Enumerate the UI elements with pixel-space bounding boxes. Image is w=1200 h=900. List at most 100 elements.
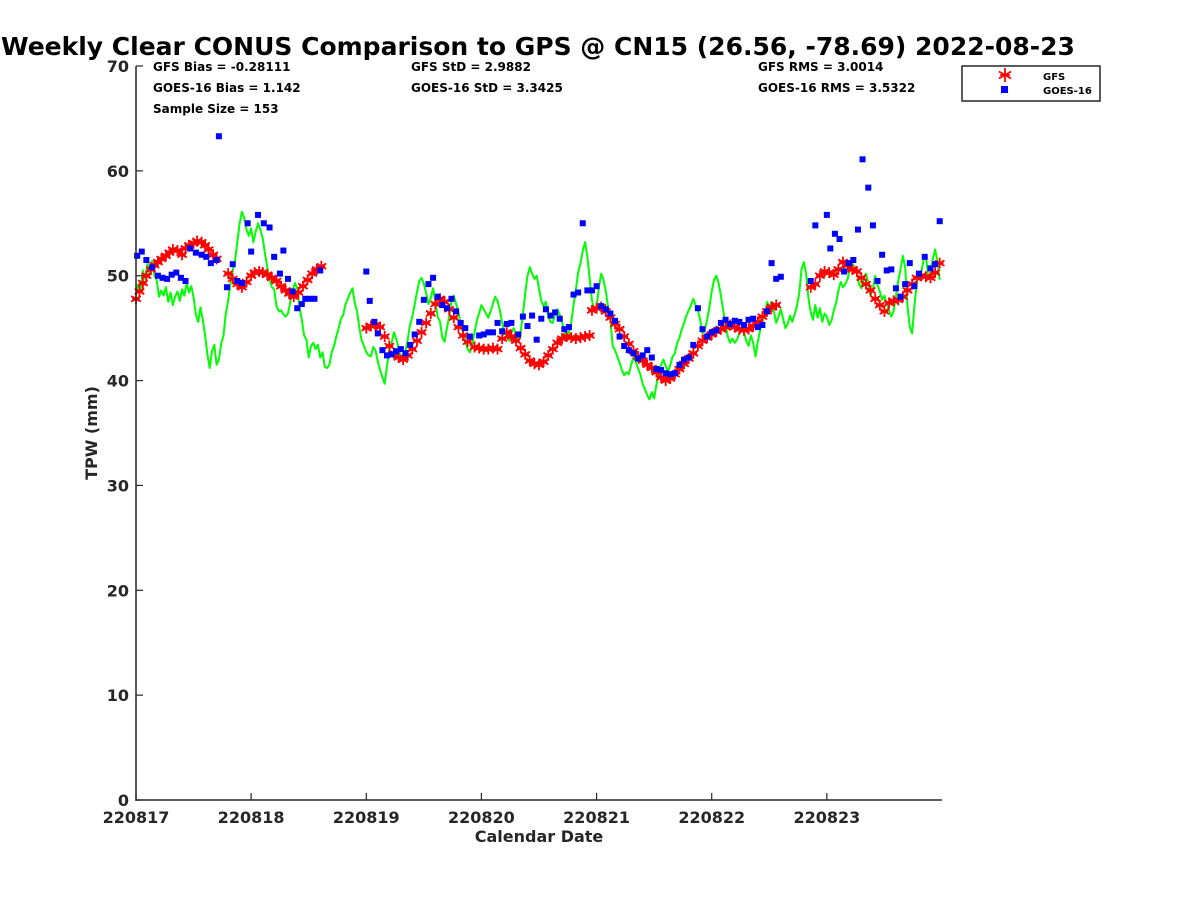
goes-point: [648, 354, 655, 361]
goes-point: [538, 315, 545, 322]
goes-point: [763, 308, 770, 315]
goes-point: [280, 247, 287, 254]
goes-point: [708, 329, 715, 336]
goes-point: [187, 245, 194, 252]
goes-point: [366, 297, 373, 304]
goes-point: [374, 330, 381, 337]
goes-point: [836, 236, 843, 243]
goes-point: [727, 320, 734, 327]
goes-point: [561, 326, 568, 333]
goes-point: [625, 347, 632, 354]
goes-point: [143, 256, 150, 263]
goes-point: [759, 321, 766, 328]
goes-point: [556, 315, 563, 322]
goes-point: [823, 211, 830, 218]
goes-point: [494, 319, 501, 326]
goes-point: [579, 220, 586, 227]
goes-point: [883, 267, 890, 274]
goes-point: [234, 277, 241, 284]
goes-point: [306, 295, 313, 302]
gfs-point: [416, 326, 427, 338]
goes-point: [476, 332, 483, 339]
goes-point: [658, 367, 665, 374]
goes-point: [845, 260, 852, 267]
goes-point: [685, 354, 692, 361]
gfs-point: [172, 245, 183, 257]
axis-ticks: 0 10 20 30 40 50 60 70 220817 220818 220819 220820 2…: [103, 57, 861, 827]
goes-point: [621, 342, 628, 349]
goes-point: [807, 277, 814, 284]
goes-point: [667, 371, 674, 378]
gfs-point: [203, 244, 214, 255]
gfs-point: [828, 269, 839, 281]
goes-point: [294, 305, 301, 312]
goes-point: [448, 295, 455, 302]
goes-point: [892, 285, 899, 292]
goes-point: [397, 346, 404, 353]
goes-point: [213, 256, 220, 263]
legend-box: [961, 65, 1101, 102]
stat-gfs-bias: GFS Bias = -0.28111: [153, 60, 290, 74]
goes-point: [311, 295, 318, 302]
gfs-point: [770, 299, 782, 311]
gfs-point: [810, 278, 821, 290]
goes-point: [480, 331, 487, 338]
goes-point: [317, 267, 324, 274]
goes-point: [565, 324, 572, 331]
axes: [135, 66, 942, 801]
goes-point: [542, 306, 549, 313]
goes-point: [902, 281, 909, 288]
goes-point: [177, 274, 184, 281]
goes-point: [740, 321, 747, 328]
chart-title: Weekly Clear CONUS Comparison to GPS @ C…: [1, 32, 1075, 61]
goes-point: [266, 224, 273, 231]
stat-goes-std: GOES-16 StD = 3.3425: [411, 81, 563, 95]
gfs-point: [492, 343, 503, 355]
gfs-point: [609, 318, 621, 330]
legend-gfs-asterisk: [998, 68, 1012, 82]
goes-point: [134, 252, 141, 259]
goes-point: [443, 305, 450, 312]
gfs-point: [805, 281, 816, 293]
goes-point: [393, 348, 400, 355]
x-tick-label: 220821: [563, 808, 630, 827]
goes-point: [462, 325, 469, 332]
goes-point: [284, 275, 291, 282]
goes-point: [164, 275, 171, 282]
goes-point: [215, 133, 222, 140]
goes-point: [911, 283, 918, 290]
stat-sample-size: Sample Size = 153: [153, 102, 279, 116]
goes-point: [584, 287, 591, 294]
legend-goes-label: GOES-16: [1043, 86, 1092, 97]
goes-point: [363, 268, 370, 275]
goes-point: [850, 256, 857, 263]
goes-point: [524, 323, 531, 330]
goes-point: [159, 274, 166, 281]
series-lines: [135, 210, 941, 401]
legend-gfs-label: GFS: [1043, 72, 1065, 83]
stat-goes-bias: GOES-16 Bias = 1.142: [153, 81, 301, 95]
gfs-point: [227, 273, 238, 285]
gfs-point: [420, 317, 432, 329]
goes-point: [434, 293, 441, 300]
y-tick-label: 50: [107, 267, 129, 286]
goes-point: [499, 328, 506, 335]
goes-point: [425, 281, 432, 288]
goes-point: [722, 316, 729, 323]
series-marks: [130, 133, 945, 387]
goes-point: [453, 308, 460, 315]
goes-point: [690, 341, 697, 348]
goes-point: [869, 222, 876, 229]
goes-point: [416, 318, 423, 325]
goes-point: [859, 156, 866, 163]
goes-point: [420, 296, 427, 303]
y-tick-label: 60: [107, 162, 129, 181]
goes-point: [168, 271, 175, 278]
goes-point: [750, 315, 757, 322]
x-tick-label: 220823: [793, 808, 860, 827]
goes-point: [384, 352, 391, 359]
gfs-point: [430, 298, 441, 310]
goes-point: [547, 312, 554, 319]
gfs-point: [425, 307, 436, 319]
goes-point: [593, 283, 600, 290]
